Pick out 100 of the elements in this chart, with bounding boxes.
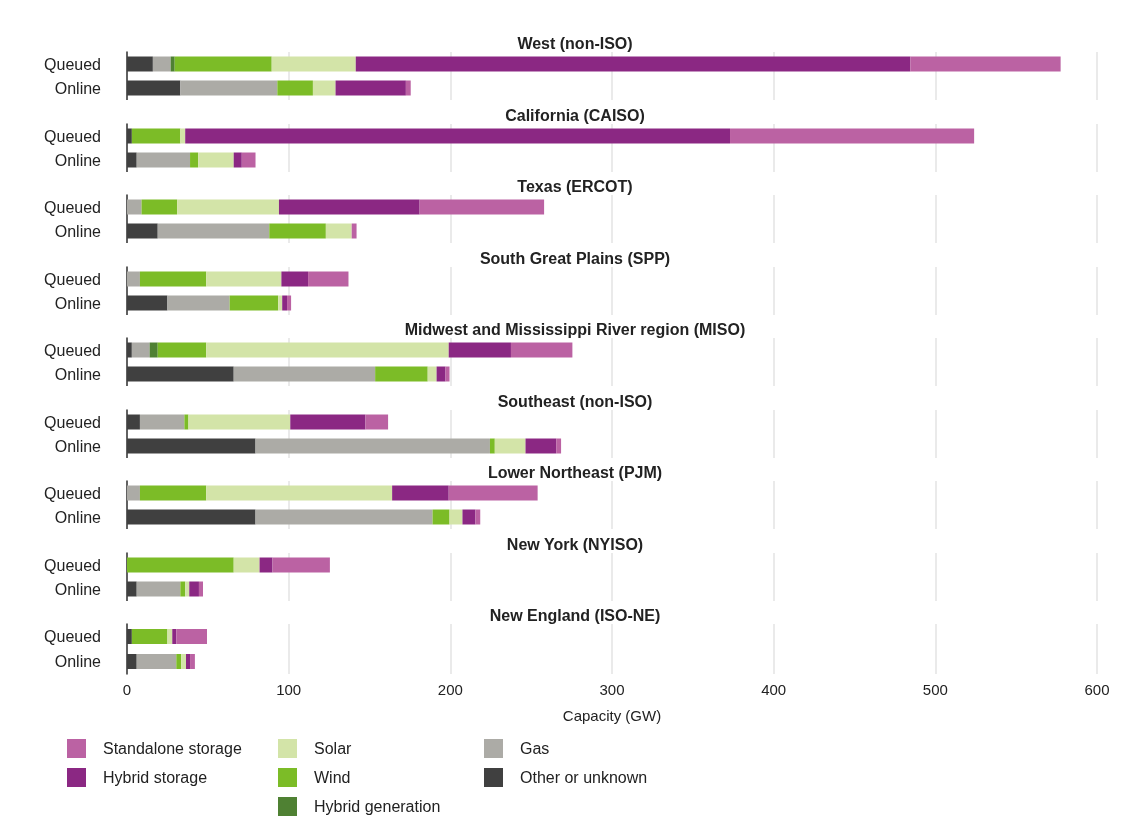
bar: [233, 366, 376, 382]
bar: [432, 509, 450, 525]
bar: [127, 80, 181, 96]
x-tick-label: 400: [761, 681, 787, 698]
y-tick-label: Queued: [44, 484, 101, 502]
bar: [351, 223, 357, 239]
chart-title: New York (NYISO): [506, 535, 644, 552]
y-tick-label: Online: [54, 437, 102, 454]
legend-label: Other or unknown: [520, 769, 648, 786]
bar: [448, 342, 511, 358]
bar: [198, 152, 234, 167]
bar: [189, 581, 199, 596]
x-tick-label: 0: [122, 681, 132, 698]
bar: [206, 485, 393, 501]
bar: [229, 295, 279, 310]
x-axis-title: Capacity (GW): [562, 707, 662, 724]
x-tick-label: 100: [276, 681, 302, 698]
bar: [167, 295, 230, 310]
bar: [190, 152, 199, 167]
bar: [174, 56, 272, 72]
bar: [335, 80, 406, 96]
bar: [489, 438, 495, 453]
chart-title: Lower Northeast (PJM): [487, 463, 663, 481]
bar: [127, 342, 132, 358]
legend-label: Gas: [520, 740, 550, 757]
bar: [127, 199, 142, 215]
y-tick-label: Queued: [44, 127, 101, 144]
bar: [510, 342, 573, 358]
bar: [185, 128, 731, 143]
bar: [170, 56, 175, 72]
bar: [206, 342, 449, 358]
y-tick-label: Online: [54, 508, 102, 526]
bar: [139, 414, 185, 429]
bar: [149, 342, 158, 358]
bar: [325, 223, 352, 239]
y-tick-label: Online: [54, 151, 102, 168]
y-tick-label: Online: [54, 653, 102, 670]
bar: [419, 199, 545, 215]
bar: [255, 509, 433, 525]
bar: [448, 485, 538, 501]
y-tick-label: Queued: [44, 55, 101, 73]
bar: [375, 366, 428, 382]
y-tick-label: Queued: [44, 198, 101, 216]
y-tick-label: Online: [54, 222, 102, 240]
bar: [271, 56, 356, 72]
bar: [127, 366, 234, 382]
bar: [141, 199, 178, 215]
bar: [139, 485, 207, 501]
bar: [730, 128, 975, 143]
bar: [525, 438, 557, 453]
bar: [157, 342, 207, 358]
bar: [180, 581, 186, 596]
bar: [127, 271, 140, 286]
bar: [127, 581, 137, 596]
bar: [131, 128, 181, 143]
bar: [282, 295, 288, 310]
bar: [185, 581, 190, 596]
bar: [475, 509, 481, 525]
x-tick-label: 200: [437, 681, 463, 698]
bar: [184, 414, 189, 429]
bar: [449, 509, 463, 525]
bar: [127, 223, 158, 239]
legend-label: Solar: [314, 740, 353, 757]
bar: [910, 56, 1061, 72]
bar: [127, 557, 234, 572]
x-tick-label: 500: [922, 681, 948, 698]
chart-title: West (non-ISO): [517, 34, 633, 52]
y-tick-label: Online: [54, 79, 102, 97]
bar: [255, 438, 490, 453]
bar: [312, 80, 336, 96]
bar: [139, 271, 207, 286]
bar: [157, 223, 270, 239]
bar: [405, 80, 411, 96]
bar: [277, 80, 313, 96]
bar: [436, 366, 446, 382]
chart-title: New England (ISO-NE): [489, 606, 661, 624]
bar: [241, 152, 256, 167]
bar: [365, 414, 389, 429]
bar: [188, 414, 291, 429]
bar: [290, 414, 366, 429]
chart-title: Texas (ERCOT): [517, 177, 633, 195]
bar: [177, 199, 279, 215]
bar: [233, 152, 242, 167]
bar: [127, 509, 256, 525]
bar: [180, 80, 278, 96]
bar: [127, 438, 256, 453]
x-tick-label: 600: [1084, 681, 1110, 698]
chart-title: South Great Plains (SPP): [479, 249, 671, 266]
bar: [127, 414, 140, 429]
chart-title: Midwest and Mississippi River region (MISO): [404, 320, 746, 338]
bar: [355, 56, 911, 72]
bar: [308, 271, 349, 286]
bar: [278, 199, 420, 215]
bar: [269, 223, 326, 239]
bar: [152, 56, 171, 72]
legend-label: Hybrid storage: [103, 769, 208, 786]
y-tick-label: Online: [54, 580, 102, 597]
y-tick-label: Queued: [44, 556, 101, 573]
y-tick-label: Online: [54, 294, 102, 311]
bar: [556, 438, 562, 453]
